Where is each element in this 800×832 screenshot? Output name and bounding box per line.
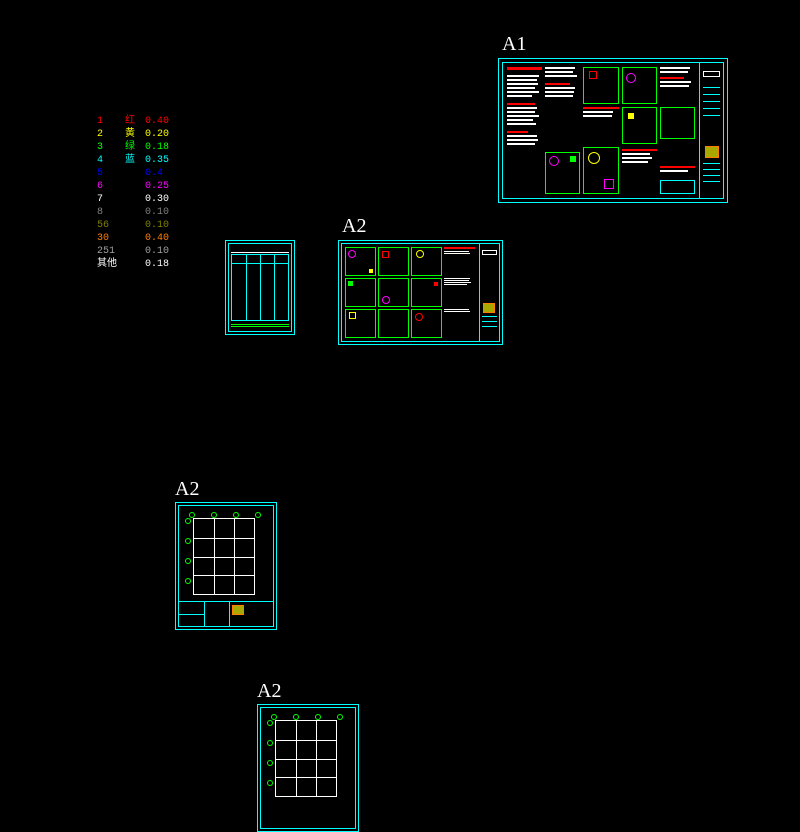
sheet-a1-frame [498, 58, 728, 203]
legend-row: 70.30 [97, 193, 175, 206]
legend-row: 300.40 [97, 232, 175, 245]
legend-row: 4蓝0.35 [97, 154, 175, 167]
color-legend: 1红0.402黄0.203绿0.184蓝0.3550.460.2570.3080… [97, 115, 175, 271]
legend-row: 60.25 [97, 180, 175, 193]
sheet-a2-mid-label: A2 [342, 215, 366, 238]
legend-row: 2黄0.20 [97, 128, 175, 141]
legend-row: 1红0.40 [97, 115, 175, 128]
legend-row: 其他0.18 [97, 258, 175, 271]
sheet-a1-label: A1 [502, 33, 526, 56]
sheet-a2-bottom-label: A2 [257, 680, 281, 703]
sheet-a2-mid-frame [338, 240, 503, 345]
table-sheet-frame [225, 240, 295, 335]
legend-row: 2510.10 [97, 245, 175, 258]
legend-row: 560.10 [97, 219, 175, 232]
sheet-a2-lower-frame [175, 502, 277, 630]
legend-row: 80.10 [97, 206, 175, 219]
legend-row: 50.4 [97, 167, 175, 180]
sheet-a2-lower-label: A2 [175, 478, 199, 501]
sheet-a2-bottom-frame [257, 704, 359, 832]
legend-row: 3绿0.18 [97, 141, 175, 154]
